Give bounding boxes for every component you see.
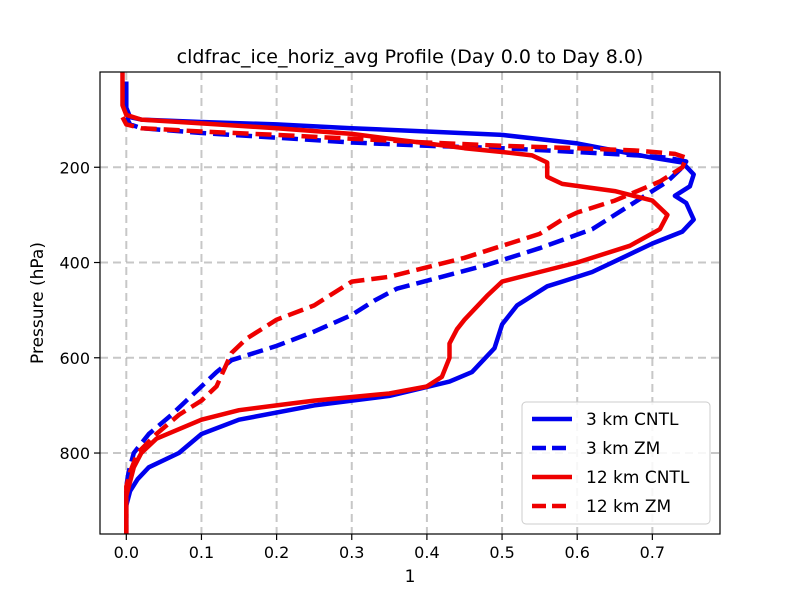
y-axis-label: Pressure (hPa) (28, 242, 48, 364)
legend-box (521, 401, 711, 525)
series-layer (120, 72, 696, 534)
legend-label-3-km-zm: 3 km ZM (586, 439, 660, 459)
series-line-3-km-cntl (124, 81, 696, 534)
chart-title: cldfrac_ice_horiz_avg Profile (Day 0.0 t… (177, 46, 644, 68)
legend-label-12-km-cntl: 12 km CNTL (586, 468, 690, 488)
x-axis-ticks: 0.0 0.1 0.2 0.3 0.4 0.5 0.6 0.7 (114, 534, 665, 562)
y-tick-label: 800 (59, 444, 90, 463)
series-line-12-km-zm (120, 116, 689, 534)
legend-label-3-km-cntl: 3 km CNTL (586, 410, 679, 430)
y-axis-ticks: 200 400 600 800 (59, 158, 100, 463)
y-tick-label: 200 (59, 158, 90, 177)
x-tick-label: 0.5 (489, 543, 514, 562)
x-tick-label: 0.2 (264, 543, 289, 562)
x-tick-label: 0.1 (189, 543, 214, 562)
x-tick-label: 0.0 (114, 543, 139, 562)
x-tick-label: 0.7 (640, 543, 665, 562)
x-tick-label: 0.3 (339, 543, 364, 562)
y-tick-label: 400 (59, 254, 90, 273)
y-tick-label: 600 (59, 349, 90, 368)
legend-entries: 3 km CNTL 3 km ZM 12 km CNTL 12 km ZM (532, 410, 690, 517)
x-tick-label: 0.4 (414, 543, 439, 562)
legend: 3 km CNTL 3 km ZM 12 km CNTL 12 km ZM (521, 401, 711, 525)
plot-frame (99, 71, 721, 535)
series-line-3-km-zm (124, 116, 689, 534)
x-tick-label: 0.6 (564, 543, 589, 562)
x-axis-label: 1 (405, 567, 416, 587)
legend-label-12-km-zm: 12 km ZM (586, 497, 671, 517)
series-line-12-km-cntl (120, 72, 670, 534)
